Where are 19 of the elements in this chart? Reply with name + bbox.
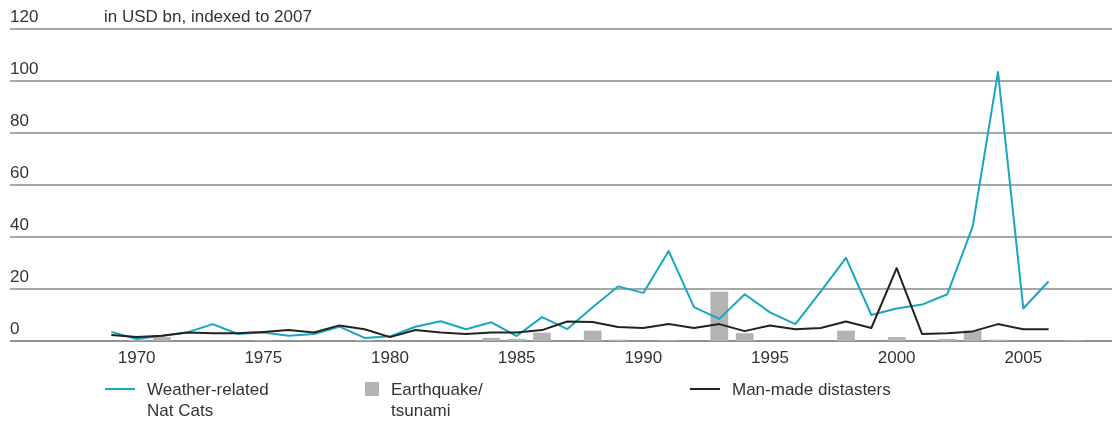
x-tick-label: 1995 [751,348,789,367]
y-tick-label: 0 [10,319,20,338]
legend-label: Weather-related Nat Cats [147,380,269,420]
y-tick-label: 60 [10,163,29,182]
x-tick-label: 1975 [244,348,283,367]
x-tick-label: 1990 [624,348,663,367]
y-tick-label: 80 [10,111,29,130]
x-tick-label: 2000 [877,348,916,367]
x-tick-label: 1985 [497,348,536,367]
y-axis-title: in USD bn, indexed to 2007 [104,7,312,26]
x-tick-label: 2005 [1004,348,1043,367]
x-tick-label: 1980 [371,348,409,367]
legend-label: Man-made distasters [732,380,891,399]
y-tick-label: 20 [10,267,29,286]
y-tick-label: 120 [10,7,39,26]
y-tick-label: 100 [10,59,39,78]
x-tick-label: 1970 [117,348,156,367]
legend-label: Earthquake/ tsunami [391,380,483,420]
y-tick-label: 40 [10,215,29,234]
